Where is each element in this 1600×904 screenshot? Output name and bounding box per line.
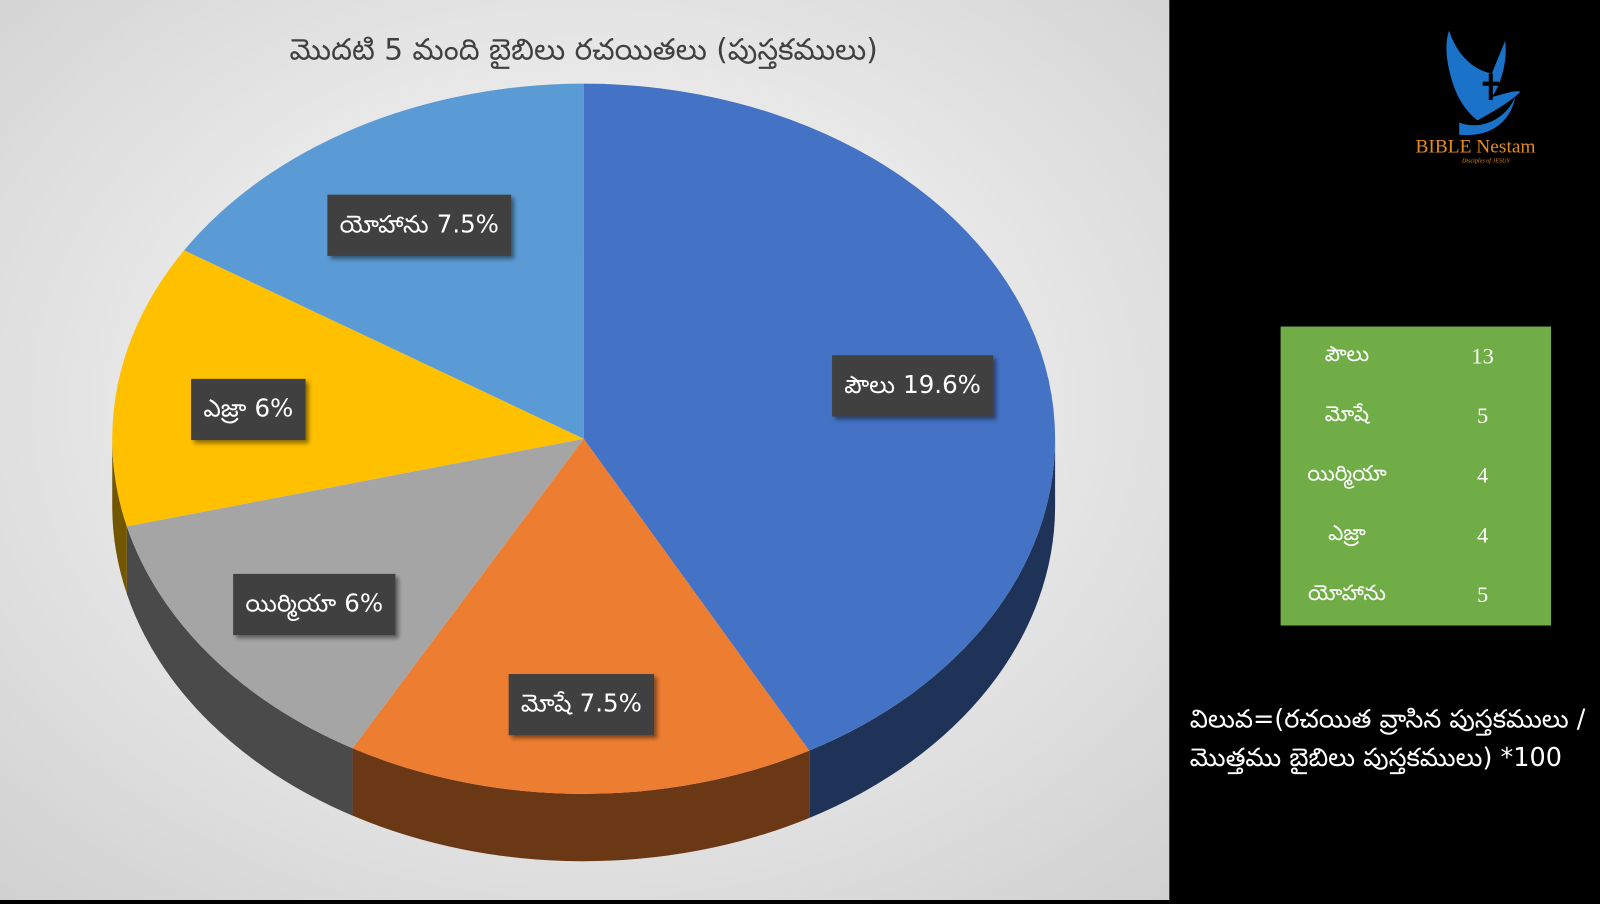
data-label-box xyxy=(832,355,994,417)
data-label: పౌలు 19.6% xyxy=(832,355,994,417)
table-cell: యిర్మియా xyxy=(1307,461,1387,489)
table-cell: పౌలు xyxy=(1325,342,1369,367)
table-background xyxy=(1280,326,1552,626)
data-label: మోషే 7.5% xyxy=(508,674,655,736)
pie-chart: పౌలు 19.6%మోషే 7.5%యిర్మియా 6%ఎజ్రా 6%యోహాను… xyxy=(112,83,1056,862)
table-cell: 13 xyxy=(1471,343,1493,368)
logo: BIBLE Nestam Disciples of JESUS xyxy=(1416,30,1536,165)
table: పౌలు 13 మోషే 5 యిర్మియా 4 ఎజ్రా 4 యోహాను 5 xyxy=(1307,342,1494,607)
table-cell: 4 xyxy=(1477,522,1488,547)
data-label-category: పౌలు xyxy=(844,370,895,399)
data-label-box xyxy=(233,573,396,636)
data-label-text: మోషే 7.5% xyxy=(521,689,642,718)
logo-dove xyxy=(1446,30,1521,121)
slice-side xyxy=(809,438,1056,818)
chart-title: మొదటి 5 మంది బైబిలు రచయితలు (పుస్తకములు) xyxy=(290,33,878,70)
data-label-box xyxy=(191,378,306,441)
slice-side xyxy=(126,526,353,816)
slice-side xyxy=(112,438,127,594)
pie-slice xyxy=(583,83,1056,751)
slice-side xyxy=(352,748,810,862)
formula-line: మొత్తము బైబిలు పుస్తకములు) *100 xyxy=(1190,743,1562,775)
data-label-text: యోహాను 7.5% xyxy=(340,209,499,238)
pie-slice xyxy=(184,83,584,439)
data-label-text: ఎజ్రా 6% xyxy=(203,393,293,423)
table-cell: 4 xyxy=(1477,463,1488,488)
data-label-value: 7.5% xyxy=(580,689,642,718)
formula-line: విలువ=(రచయిత వ్రాసిన పుస్తకములు / xyxy=(1190,704,1586,736)
logo-cross xyxy=(1482,73,1499,100)
logo-hand xyxy=(1459,96,1516,136)
data-label: యోహాను 7.5% xyxy=(327,194,512,256)
table-cell: 5 xyxy=(1477,582,1488,607)
data-label-text: యిర్మియా 6% xyxy=(245,589,383,622)
table-cell: 5 xyxy=(1477,403,1488,428)
data-label-category: మోషే xyxy=(521,689,573,718)
data-label-value: 19.6% xyxy=(903,370,981,399)
data-label-category: ఎజ్రా xyxy=(203,393,246,423)
table-cell: యోహాను xyxy=(1308,581,1386,606)
data-label-box xyxy=(327,194,512,256)
logo-name: BIBLE Nestam xyxy=(1416,136,1536,157)
data-label-value: 7.5% xyxy=(437,209,499,238)
data-label-category: యోహాను xyxy=(340,209,429,238)
pie-slice xyxy=(352,438,810,794)
data-label-category: యిర్మియా xyxy=(245,589,336,622)
data-label-value: 6% xyxy=(254,393,293,422)
table-cell: మోషే xyxy=(1325,402,1371,427)
data-label-text: పౌలు 19.6% xyxy=(844,370,981,399)
logo-tagline: Disciples of JESUS xyxy=(1461,158,1510,165)
data-label: యిర్మియా 6% xyxy=(233,573,396,636)
table-cell: ఎజ్రా xyxy=(1328,521,1366,547)
data-label: ఎజ్రా 6% xyxy=(191,378,306,441)
data-label-value: 6% xyxy=(344,589,383,618)
data-label-box xyxy=(508,674,655,736)
pie-slice xyxy=(112,250,584,527)
